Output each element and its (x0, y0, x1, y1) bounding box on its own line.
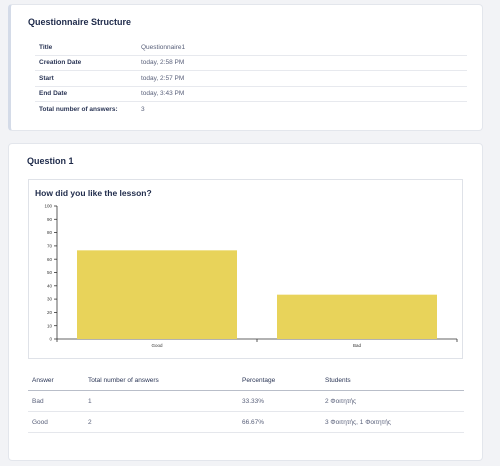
structure-info-table: Title Questionnaire1 Creation Date today… (35, 40, 467, 118)
info-key: End Date (39, 90, 68, 98)
cell-students: 3 Φοιτητής, 1 Φοιτητής (325, 418, 391, 426)
info-row-total-answers: Total number of answers: 3 (35, 102, 467, 118)
y-tick-label: 90 (47, 217, 53, 222)
cell-total: 1 (88, 397, 92, 405)
table-row: Good 2 66.67% 3 Φοιτητής, 1 Φοιτητής (28, 412, 464, 433)
question-card: Question 1 How did you like the lesson? … (8, 143, 483, 461)
info-value: Questionnaire1 (141, 43, 186, 51)
bar-bad (277, 294, 437, 339)
cell-answer: Bad (32, 397, 44, 405)
answers-table: Answer Total number of answers Percentag… (28, 371, 464, 433)
cell-answer: Good (32, 418, 48, 426)
info-key: Title (39, 43, 53, 51)
structure-title: Questionnaire Structure (28, 17, 132, 27)
y-tick-label: 0 (49, 337, 52, 342)
y-tick-label: 30 (47, 297, 53, 302)
column-header-total: Total number of answers (88, 377, 159, 384)
info-value: 3 (141, 106, 145, 114)
column-header-answer: Answer (32, 377, 54, 384)
y-tick-label: 60 (47, 257, 53, 262)
x-tick-label: Good (151, 343, 163, 348)
info-key: Creation Date (39, 59, 82, 67)
table-header-row: Answer Total number of answers Percentag… (28, 371, 464, 391)
info-value: today, 2:58 PM (141, 59, 185, 67)
column-header-percentage: Percentage (242, 377, 276, 384)
y-tick-label: 80 (47, 230, 53, 235)
y-tick-label: 70 (47, 244, 53, 249)
info-row-creation-date: Creation Date today, 2:58 PM (35, 56, 467, 71)
bar-good (77, 250, 237, 339)
info-value: today, 2:57 PM (141, 74, 185, 82)
y-tick-label: 50 (47, 270, 53, 275)
cell-percentage: 66.67% (242, 418, 265, 426)
y-tick-label: 40 (47, 283, 53, 288)
x-tick-label: Bad (353, 343, 362, 348)
cell-students: 2 Φοιτητής (325, 397, 357, 405)
question-title: Question 1 (27, 156, 74, 166)
column-header-students: Students (325, 377, 351, 384)
table-row: Bad 1 33.33% 2 Φοιτητής (28, 391, 464, 412)
info-key: Total number of answers: (39, 106, 118, 114)
cell-total: 2 (88, 418, 92, 426)
info-row-title: Title Questionnaire1 (35, 40, 467, 56)
y-tick-label: 100 (44, 204, 52, 209)
questionnaire-structure-card: Questionnaire Structure Title Questionna… (8, 4, 483, 131)
info-key: Start (39, 74, 54, 82)
chart-title: How did you like the lesson? (35, 188, 152, 198)
info-value: today, 3:43 PM (141, 90, 185, 98)
info-row-start: Start today, 2:57 PM (35, 71, 467, 87)
y-tick-label: 20 (47, 310, 53, 315)
y-tick-label: 10 (47, 323, 53, 328)
info-row-end-date: End Date today, 3:43 PM (35, 87, 467, 102)
cell-percentage: 33.33% (242, 397, 265, 405)
chart-container: How did you like the lesson? 0 10 20 30 40 50… (28, 179, 463, 359)
bar-chart: 0 10 20 30 40 50 60 70 80 90 100 Good Bad (44, 204, 458, 348)
